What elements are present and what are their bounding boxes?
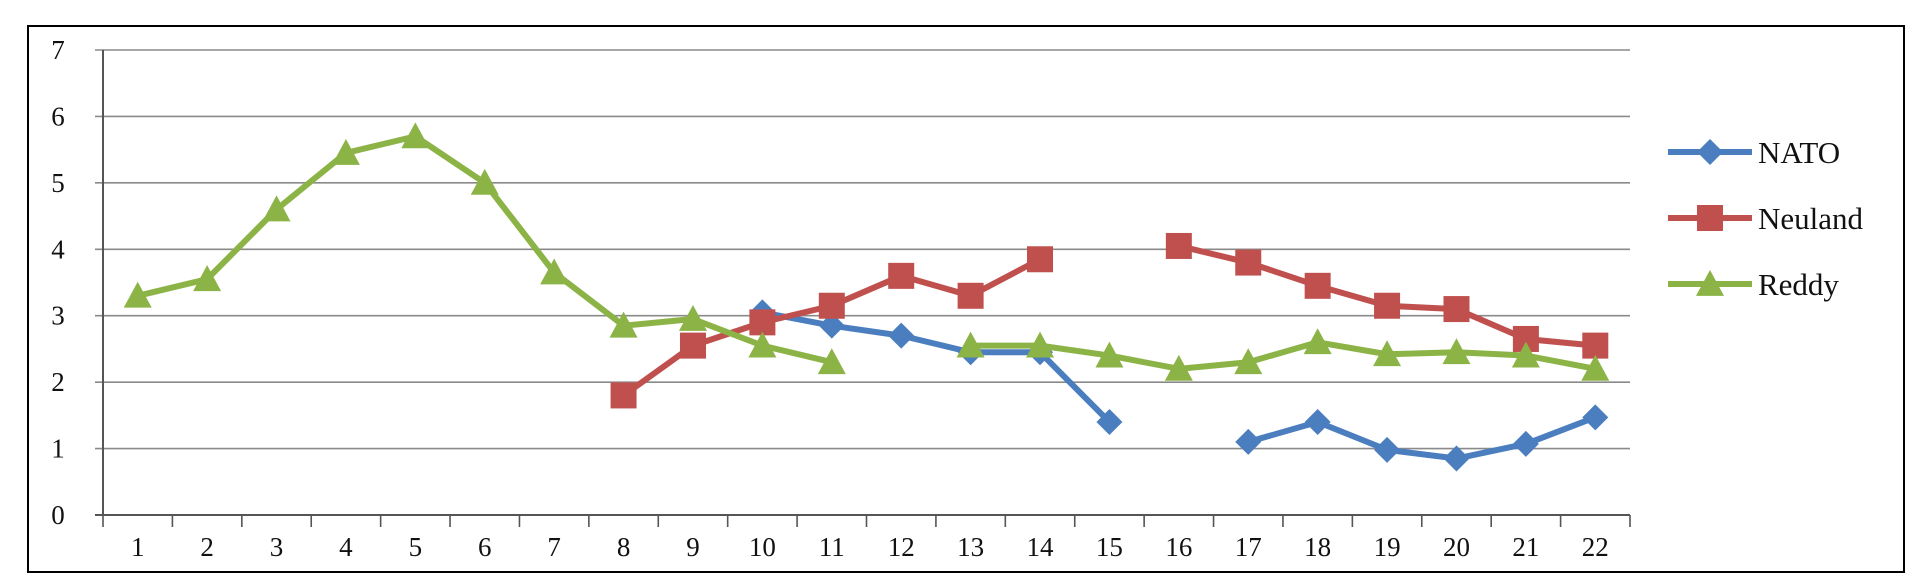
data-point-neuland: [1582, 332, 1609, 359]
data-point-neuland: [610, 382, 637, 409]
data-point-reddy: [817, 348, 846, 375]
legend-marker-neuland: [1697, 205, 1723, 231]
data-point-reddy: [1164, 354, 1193, 381]
data-point-neuland: [957, 282, 984, 309]
x-tick-label-5: 5: [409, 532, 423, 562]
data-point-reddy: [262, 195, 291, 222]
x-tick-label-20: 20: [1443, 532, 1470, 562]
x-tick-label-4: 4: [339, 532, 353, 562]
data-point-nato: [888, 322, 915, 349]
data-point-reddy: [540, 258, 569, 285]
x-tick-label-18: 18: [1304, 532, 1331, 562]
data-point-neuland: [1304, 272, 1331, 299]
y-tick-label-2: 2: [51, 367, 65, 397]
x-tick-label-11: 11: [819, 532, 845, 562]
data-point-reddy: [956, 331, 985, 358]
y-tick-label-3: 3: [51, 301, 65, 331]
data-point-reddy: [678, 305, 707, 331]
data-point-nato: [1512, 430, 1539, 457]
data-point-reddy: [123, 281, 152, 308]
legend-label-reddy: Reddy: [1758, 267, 1839, 302]
legend-marker-nato: [1697, 139, 1723, 165]
x-tick-label-9: 9: [686, 532, 700, 562]
legend-marker-reddy: [1696, 270, 1724, 296]
data-point-neuland: [679, 332, 706, 359]
data-point-reddy: [1095, 341, 1124, 368]
data-point-nato: [1096, 409, 1123, 435]
legend-label-neuland: Neuland: [1758, 201, 1864, 236]
y-tick-label-4: 4: [51, 234, 65, 264]
x-tick-label-14: 14: [1027, 532, 1055, 562]
x-tick-label-8: 8: [617, 532, 631, 562]
data-point-reddy: [1442, 338, 1471, 365]
data-point-reddy: [609, 311, 638, 338]
x-tick-label-12: 12: [888, 532, 915, 562]
y-tick-label-5: 5: [51, 168, 65, 198]
data-point-neuland: [1027, 246, 1054, 273]
data-point-nato: [1443, 445, 1470, 472]
series-line-nato: [1247, 414, 1597, 462]
data-point-reddy: [1234, 348, 1263, 375]
data-point-reddy: [401, 122, 430, 149]
data-point-neuland: [888, 262, 915, 289]
y-tick-label-7: 7: [51, 35, 65, 65]
x-tick-label-6: 6: [478, 532, 492, 562]
data-point-nato: [1582, 404, 1609, 431]
data-point-neuland: [1443, 296, 1470, 323]
x-tick-label-17: 17: [1235, 532, 1262, 562]
data-point-nato: [818, 312, 845, 339]
data-point-reddy: [193, 265, 222, 292]
data-point-nato: [1235, 428, 1262, 455]
data-point-nato: [1304, 409, 1331, 435]
y-tick-label-0: 0: [51, 500, 65, 530]
x-tick-label-1: 1: [131, 532, 145, 562]
data-point-reddy: [1026, 331, 1055, 358]
legend-label-nato: NATO: [1758, 135, 1840, 170]
series-line-nato: [761, 309, 1112, 425]
data-point-neuland: [818, 292, 845, 319]
series-line-reddy: [970, 339, 1596, 372]
data-point-reddy: [1581, 354, 1610, 381]
data-point-reddy: [1511, 341, 1540, 368]
y-tick-label-1: 1: [51, 434, 65, 464]
data-point-reddy: [470, 168, 499, 195]
y-tick-label-6: 6: [51, 101, 65, 131]
x-tick-label-3: 3: [270, 532, 284, 562]
data-point-neuland: [749, 309, 776, 336]
x-tick-label-22: 22: [1582, 532, 1609, 562]
x-tick-label-15: 15: [1096, 532, 1123, 562]
data-point-reddy: [1303, 328, 1332, 355]
data-point-reddy: [748, 331, 777, 358]
x-tick-label-7: 7: [547, 532, 561, 562]
x-tick-label-13: 13: [957, 532, 984, 562]
data-point-nato: [1374, 436, 1401, 463]
x-tick-label-10: 10: [749, 532, 776, 562]
data-point-reddy: [331, 138, 360, 165]
x-tick-label-16: 16: [1165, 532, 1192, 562]
data-point-neuland: [1374, 292, 1401, 319]
data-point-neuland: [1235, 249, 1262, 276]
x-tick-label-21: 21: [1512, 532, 1539, 562]
data-point-neuland: [1165, 232, 1192, 259]
x-tick-label-19: 19: [1374, 532, 1401, 562]
x-tick-label-2: 2: [200, 532, 214, 562]
data-point-reddy: [1373, 340, 1402, 367]
